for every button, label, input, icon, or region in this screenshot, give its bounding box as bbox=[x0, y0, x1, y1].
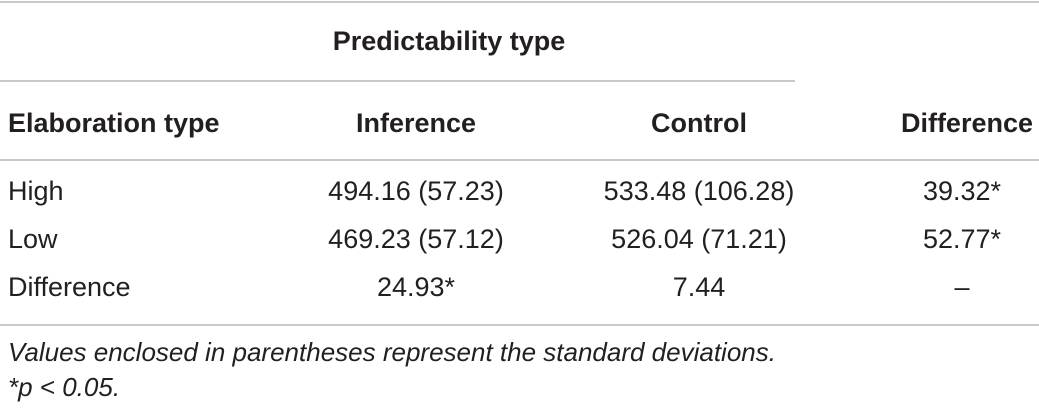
footnote: *p < 0.05. bbox=[8, 372, 120, 402]
table-cell: 24.93* bbox=[377, 272, 456, 302]
spanner-header: Predictability type bbox=[333, 26, 566, 56]
row-label: Low bbox=[8, 224, 58, 254]
column-header: Control bbox=[651, 108, 747, 138]
row-label: Difference bbox=[8, 272, 131, 302]
table-cell: 7.44 bbox=[673, 272, 726, 302]
table-cell: 52.77* bbox=[923, 224, 1002, 254]
table-cell: 494.16 (57.23) bbox=[328, 176, 504, 206]
footnote: Values enclosed in parentheses represent… bbox=[8, 337, 776, 367]
table-body: High 494.16 (57.23) 533.48 (106.28) 39.32* L… bbox=[8, 176, 1002, 302]
table-cell: 526.04 (71.21) bbox=[611, 224, 787, 254]
table-cell: 533.48 (106.28) bbox=[604, 176, 795, 206]
table-cell: – bbox=[954, 272, 969, 302]
table-cell: 469.23 (57.12) bbox=[328, 224, 504, 254]
table-cell: 39.32* bbox=[923, 176, 1002, 206]
column-header: Inference bbox=[356, 108, 476, 138]
row-label: High bbox=[8, 176, 64, 206]
column-header: Difference bbox=[901, 108, 1033, 138]
column-header: Elaboration type bbox=[8, 108, 220, 138]
